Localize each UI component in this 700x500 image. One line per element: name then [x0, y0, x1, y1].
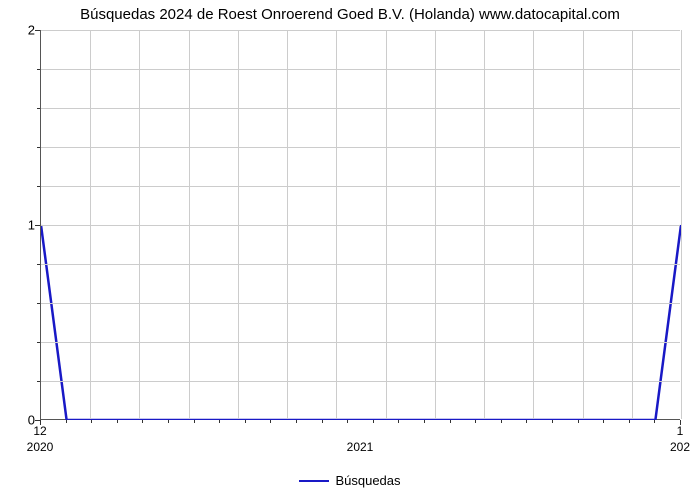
- x-minor-tick: [91, 420, 92, 423]
- x-minor-tick: [142, 420, 143, 423]
- x-tick-label: 1: [677, 424, 684, 438]
- x-minor-tick: [194, 420, 195, 423]
- legend-swatch: [299, 480, 329, 482]
- y-tick-label: 2: [5, 23, 35, 38]
- legend-label: Búsquedas: [335, 473, 400, 488]
- y-tick-mark: [35, 225, 40, 226]
- x-minor-tick: [552, 420, 553, 423]
- grid-horizontal-minor: [41, 186, 680, 187]
- x-minor-tick: [501, 420, 502, 423]
- x-year-label: 2021: [347, 440, 374, 454]
- x-minor-tick: [578, 420, 579, 423]
- x-minor-tick: [66, 420, 67, 423]
- x-minor-tick: [347, 420, 348, 423]
- x-minor-tick: [168, 420, 169, 423]
- x-minor-tick: [424, 420, 425, 423]
- x-minor-tick: [398, 420, 399, 423]
- x-minor-tick: [270, 420, 271, 423]
- x-tick-label: 12: [33, 424, 46, 438]
- y-tick-mark: [35, 30, 40, 31]
- x-minor-tick: [117, 420, 118, 423]
- grid-horizontal-minor: [41, 147, 680, 148]
- x-minor-tick: [296, 420, 297, 423]
- y-minor-tick: [37, 69, 40, 70]
- grid-horizontal-minor: [41, 303, 680, 304]
- chart-container: Búsquedas 2024 de Roest Onroerend Goed B…: [0, 0, 700, 500]
- y-minor-tick: [37, 108, 40, 109]
- y-minor-tick: [37, 342, 40, 343]
- y-minor-tick: [37, 186, 40, 187]
- y-tick-label: 1: [5, 218, 35, 233]
- x-minor-tick: [603, 420, 604, 423]
- x-major-tick: [680, 420, 681, 425]
- grid-vertical: [681, 30, 682, 419]
- x-year-label: 202: [670, 440, 690, 454]
- x-minor-tick: [475, 420, 476, 423]
- grid-horizontal: [41, 225, 680, 226]
- plot-area: [40, 30, 680, 420]
- x-major-tick: [40, 420, 41, 425]
- grid-horizontal-minor: [41, 264, 680, 265]
- x-minor-tick: [629, 420, 630, 423]
- y-minor-tick: [37, 303, 40, 304]
- y-minor-tick: [37, 147, 40, 148]
- x-minor-tick: [322, 420, 323, 423]
- grid-horizontal: [41, 30, 680, 31]
- y-minor-tick: [37, 264, 40, 265]
- y-tick-label: 0: [5, 413, 35, 428]
- x-minor-tick: [654, 420, 655, 423]
- x-minor-tick: [219, 420, 220, 423]
- x-year-label: 2020: [27, 440, 54, 454]
- x-minor-tick: [526, 420, 527, 423]
- grid-horizontal-minor: [41, 69, 680, 70]
- grid-horizontal-minor: [41, 381, 680, 382]
- x-minor-tick: [450, 420, 451, 423]
- legend: Búsquedas: [0, 472, 700, 488]
- y-minor-tick: [37, 381, 40, 382]
- x-minor-tick: [245, 420, 246, 423]
- grid-horizontal-minor: [41, 108, 680, 109]
- chart-title: Búsquedas 2024 de Roest Onroerend Goed B…: [0, 6, 700, 23]
- x-minor-tick: [373, 420, 374, 423]
- grid-horizontal-minor: [41, 342, 680, 343]
